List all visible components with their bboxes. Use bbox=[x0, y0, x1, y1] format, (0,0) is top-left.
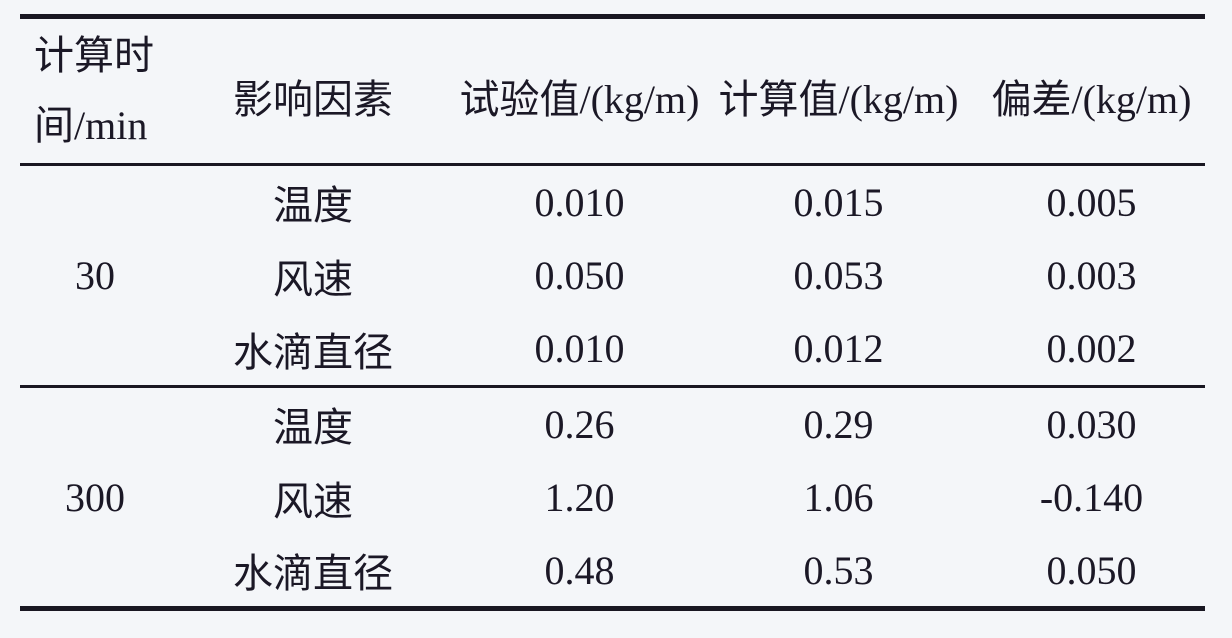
test-value-cell: 0.26 bbox=[544, 401, 615, 447]
test-value-cell: 0.010 bbox=[534, 326, 625, 372]
calc-value-cell: 0.29 bbox=[803, 401, 874, 447]
test-value-cell: 0.050 bbox=[534, 253, 625, 298]
calc-value-cell: 0.053 bbox=[793, 253, 884, 298]
col-header-test-value: 试验值/(kg/m) bbox=[459, 77, 700, 122]
col-header-influence-factor: 影响因素 bbox=[233, 77, 393, 122]
table-row: 水滴直径 0.010 0.012 0.002 bbox=[20, 313, 1205, 387]
table-header: 计算时间/min 影响因素 试验值/(kg/m) 计算值/(kg/m) 偏差/(… bbox=[20, 17, 1205, 165]
paper-table-region: 计算时间/min 影响因素 试验值/(kg/m) 计算值/(kg/m) 偏差/(… bbox=[20, 14, 1205, 611]
deviation-cell: 0.003 bbox=[1046, 253, 1137, 298]
group-300min: 300 温度 0.26 0.29 0.030 风速 1.20 1.06 -0.1… bbox=[20, 387, 1205, 609]
deviation-cell: 0.030 bbox=[1046, 401, 1137, 447]
factor-cell: 风速 bbox=[273, 478, 353, 524]
deviation-cell: 0.050 bbox=[1046, 547, 1137, 593]
deviation-cell: 0.002 bbox=[1046, 326, 1137, 372]
table-row: 风速 0.050 0.053 0.003 bbox=[20, 239, 1205, 313]
calc-value-cell: 0.53 bbox=[803, 547, 874, 593]
time-cell: 300 bbox=[65, 474, 125, 520]
group-30min: 30 温度 0.010 0.015 0.005 风速 0.050 0.053 0… bbox=[20, 165, 1205, 387]
factor-cell: 水滴直径 bbox=[233, 551, 393, 597]
deviation-cell: -0.140 bbox=[1039, 475, 1144, 520]
table-row: 300 温度 0.26 0.29 0.030 bbox=[20, 387, 1205, 520]
factor-cell: 温度 bbox=[273, 405, 353, 451]
col-header-calculated-value: 计算值/(kg/m) bbox=[718, 77, 959, 122]
col-header-deviation: 偏差/(kg/m) bbox=[991, 77, 1192, 122]
influence-factor-table: 计算时间/min 影响因素 试验值/(kg/m) 计算值/(kg/m) 偏差/(… bbox=[20, 14, 1205, 611]
factor-cell: 水滴直径 bbox=[233, 329, 393, 375]
factor-cell: 风速 bbox=[273, 256, 353, 302]
calc-value-cell: 1.06 bbox=[803, 475, 874, 520]
test-value-cell: 1.20 bbox=[544, 475, 615, 520]
col-header-computation-time: 计算时间/min bbox=[20, 17, 204, 165]
factor-cell: 温度 bbox=[273, 183, 353, 229]
test-value-cell: 0.010 bbox=[534, 179, 625, 225]
time-cell: 30 bbox=[75, 253, 115, 298]
test-value-cell: 0.48 bbox=[544, 547, 615, 593]
table-row: 30 温度 0.010 0.015 0.005 bbox=[20, 165, 1205, 298]
table-row: 风速 1.20 1.06 -0.140 bbox=[20, 461, 1205, 535]
table-row: 水滴直径 0.48 0.53 0.050 bbox=[20, 535, 1205, 609]
calc-value-cell: 0.012 bbox=[793, 326, 884, 372]
calc-value-cell: 0.015 bbox=[793, 179, 884, 225]
header-row: 计算时间/min 影响因素 试验值/(kg/m) 计算值/(kg/m) 偏差/(… bbox=[20, 17, 1205, 165]
col-header-computation-time-label: 计算时间/min bbox=[34, 33, 154, 148]
deviation-cell: 0.005 bbox=[1046, 179, 1137, 225]
